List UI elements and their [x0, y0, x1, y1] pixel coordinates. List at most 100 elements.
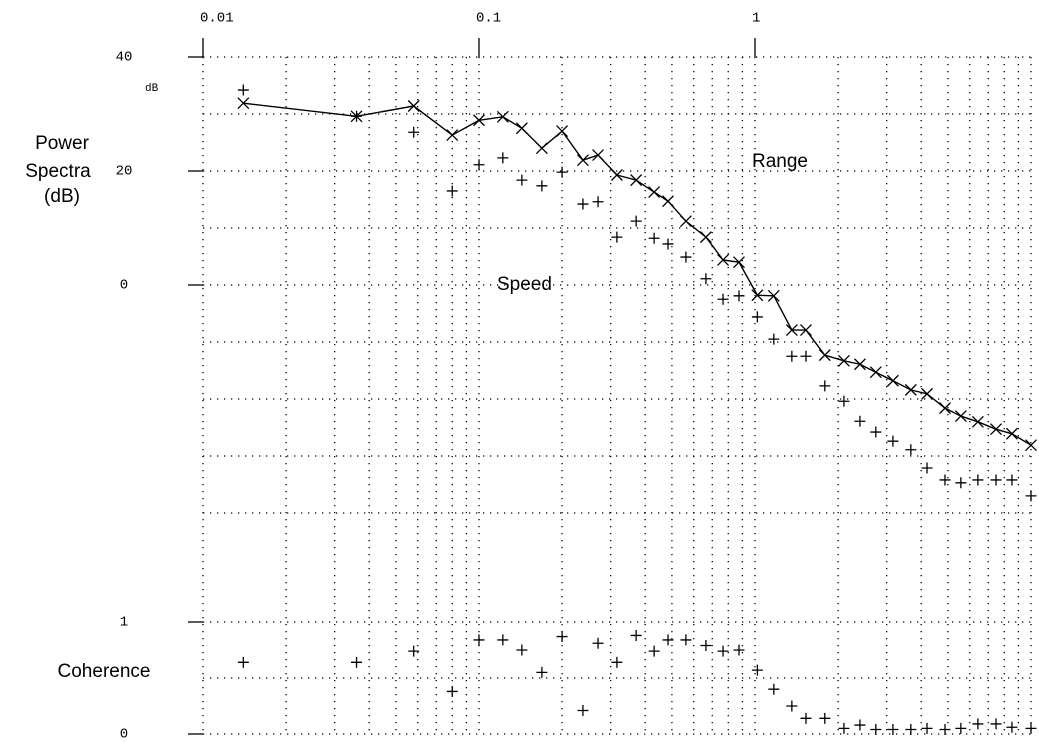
marker — [662, 238, 674, 250]
marker — [869, 366, 882, 379]
marker — [818, 349, 831, 362]
marker — [577, 704, 589, 716]
marker — [446, 185, 458, 197]
marker — [955, 477, 967, 489]
y-unit: dB — [145, 83, 159, 95]
marker — [610, 169, 623, 181]
marker — [496, 110, 509, 123]
marker — [611, 656, 623, 668]
y-label: Power — [35, 133, 90, 154]
marker — [556, 631, 568, 643]
marker — [990, 423, 1002, 436]
marker — [768, 333, 780, 345]
marker — [870, 724, 882, 736]
marker — [536, 180, 548, 192]
y-tick-label: 0 — [120, 278, 128, 294]
marker — [516, 644, 528, 656]
y-label: Coherence — [58, 661, 151, 682]
marker — [921, 722, 933, 734]
marker — [611, 231, 623, 243]
marker — [717, 645, 729, 657]
x-tick-label: 0.01 — [200, 11, 234, 27]
y-label: (dB) — [44, 186, 80, 207]
marker — [870, 426, 882, 438]
marker — [446, 129, 459, 142]
marker — [939, 474, 951, 486]
marker — [1025, 722, 1037, 734]
marker — [904, 383, 917, 396]
marker — [237, 97, 250, 110]
marker — [1025, 439, 1037, 452]
marker — [630, 215, 642, 227]
marker — [786, 350, 798, 362]
marker — [819, 380, 831, 392]
marker — [577, 198, 589, 210]
marker — [630, 174, 643, 187]
marker — [939, 402, 951, 415]
marker — [717, 253, 730, 266]
marker — [838, 395, 850, 407]
marker — [954, 410, 967, 423]
marker — [786, 700, 798, 712]
marker — [237, 656, 249, 668]
marker — [1006, 721, 1018, 733]
marker — [408, 126, 420, 138]
marker — [679, 215, 692, 228]
y-tick-label: 0 — [120, 727, 128, 742]
annotation: Speed — [497, 274, 552, 295]
marker — [592, 149, 605, 161]
marker — [680, 251, 692, 263]
marker — [921, 387, 933, 400]
marker — [767, 289, 780, 302]
marker — [592, 637, 604, 649]
marker — [408, 645, 420, 657]
marker — [237, 84, 249, 96]
marker — [516, 174, 528, 186]
marker — [1006, 474, 1018, 486]
marker — [473, 159, 485, 171]
x-tick-label: 0.1 — [476, 11, 501, 27]
marker — [733, 256, 745, 269]
marker — [751, 664, 763, 676]
marker — [699, 231, 712, 244]
marker — [838, 722, 850, 734]
marker — [497, 152, 509, 164]
marker — [407, 100, 420, 112]
marker — [700, 273, 712, 285]
marker — [648, 232, 660, 244]
y-label: Spectra — [25, 161, 91, 182]
marker — [854, 415, 866, 427]
marker — [556, 125, 569, 138]
marker — [662, 195, 674, 208]
annotation: Range — [752, 151, 808, 172]
marker — [819, 712, 831, 724]
y-tick-label: 20 — [116, 164, 133, 180]
marker — [800, 324, 812, 336]
marker — [1005, 427, 1018, 440]
marker — [800, 350, 812, 362]
marker — [886, 374, 899, 387]
marker — [955, 722, 967, 734]
marker — [700, 640, 712, 652]
marker — [446, 685, 458, 697]
marker — [473, 634, 485, 646]
series-line — [243, 102, 1032, 446]
marker — [971, 415, 984, 428]
marker — [1025, 490, 1037, 502]
marker — [535, 142, 548, 155]
marker — [351, 110, 363, 122]
y-tick-label: 40 — [116, 50, 133, 66]
marker — [473, 114, 485, 127]
marker — [837, 354, 850, 367]
marker — [576, 154, 589, 167]
marker — [648, 186, 661, 199]
marker — [515, 122, 528, 135]
marker — [751, 311, 763, 323]
marker — [887, 724, 899, 736]
marker — [905, 444, 917, 456]
marker — [972, 718, 984, 730]
marker — [800, 712, 812, 724]
marker — [990, 474, 1002, 486]
